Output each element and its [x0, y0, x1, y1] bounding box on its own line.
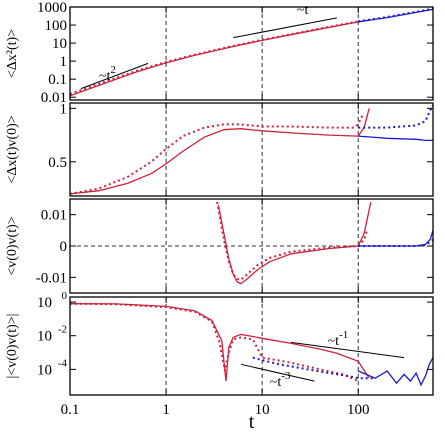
series-line: [358, 7, 433, 23]
panel-frame: [69, 296, 434, 396]
y-tick-label: 1: [60, 101, 68, 117]
slope-guide-line: [240, 363, 315, 382]
series-line: [70, 302, 359, 383]
series-group: [216, 201, 433, 285]
y-tick-label: 1000: [37, 0, 67, 16]
series-group: [70, 104, 433, 195]
panel-msd: ~t ~t2 0.01 0.1 1 10 100 1000 <Δx²(t)>: [5, 0, 434, 106]
slope-guide-line: [291, 341, 405, 359]
y-tick-label: 0: [60, 239, 68, 255]
slope-guide-line: [80, 62, 149, 90]
y-tick-label: 0.5: [48, 155, 67, 171]
series-line: [252, 356, 376, 380]
series-line: [70, 108, 370, 195]
y-tick-exponent: -2: [58, 324, 67, 336]
series-line: [70, 19, 370, 97]
series-line: [70, 303, 370, 382]
y-tick-label: 0.01: [41, 90, 67, 106]
series-group: [70, 302, 433, 387]
panel-frame: [69, 6, 434, 101]
y-tick-label: 1: [60, 54, 68, 70]
series-line: [358, 230, 433, 247]
y-axis-label: <Δx²(t)>: [5, 29, 20, 78]
y-tick-label: 10: [37, 295, 52, 311]
x-tick-label: 0.1: [61, 402, 80, 418]
y-tick-label: 10: [37, 362, 52, 378]
series-line: [357, 357, 433, 387]
y-tick-label: 100: [45, 18, 68, 34]
slope-annotation: ~t: [297, 3, 309, 18]
x-tick-label: 100: [347, 402, 370, 418]
series-line: [358, 104, 433, 129]
series-group: [70, 7, 433, 97]
panel-frame: [69, 102, 434, 197]
series-line: [216, 201, 369, 281]
y-tick-label: 10: [52, 36, 67, 52]
y-axis-label: |<v(0)v(t)>|: [5, 314, 20, 379]
y-tick-label: -0.01: [36, 270, 67, 286]
y-tick-label: 0.1: [48, 72, 67, 88]
panel-dxv: 0.5 1 <Δx(t)v(0)>: [5, 101, 434, 197]
x-tick-label: 1: [162, 402, 170, 418]
panel-vacf: -0.01 0 0.01 <v(0)v(t)>: [5, 198, 434, 294]
series-line: [217, 201, 372, 285]
y-tick-label: 10: [37, 329, 52, 345]
series-line: [358, 238, 433, 247]
panel-absvacf: ~t-1 ~t-3 10 0 10 -2 10 -4 |<v(0)v(t)>|: [5, 290, 434, 396]
series-line: [358, 8, 433, 23]
slope-annotation: ~t-3: [270, 370, 291, 390]
slope-annotation: ~t2: [99, 64, 116, 84]
series-line: [70, 20, 359, 95]
x-axis-label: t: [249, 411, 255, 433]
slope-annotation: ~t-1: [328, 329, 349, 349]
y-axis-label: <v(0)v(t)>: [5, 216, 20, 275]
slope-guide-line: [233, 17, 338, 39]
y-axis-label: <Δx(t)v(0)>: [5, 115, 20, 183]
x-tick-label: 10: [255, 402, 270, 418]
series-line: [358, 135, 433, 142]
y-tick-exponent: 0: [62, 290, 68, 302]
series-line: [70, 115, 364, 195]
y-tick-label: 0.01: [41, 208, 67, 224]
y-tick-exponent: -4: [58, 357, 68, 369]
